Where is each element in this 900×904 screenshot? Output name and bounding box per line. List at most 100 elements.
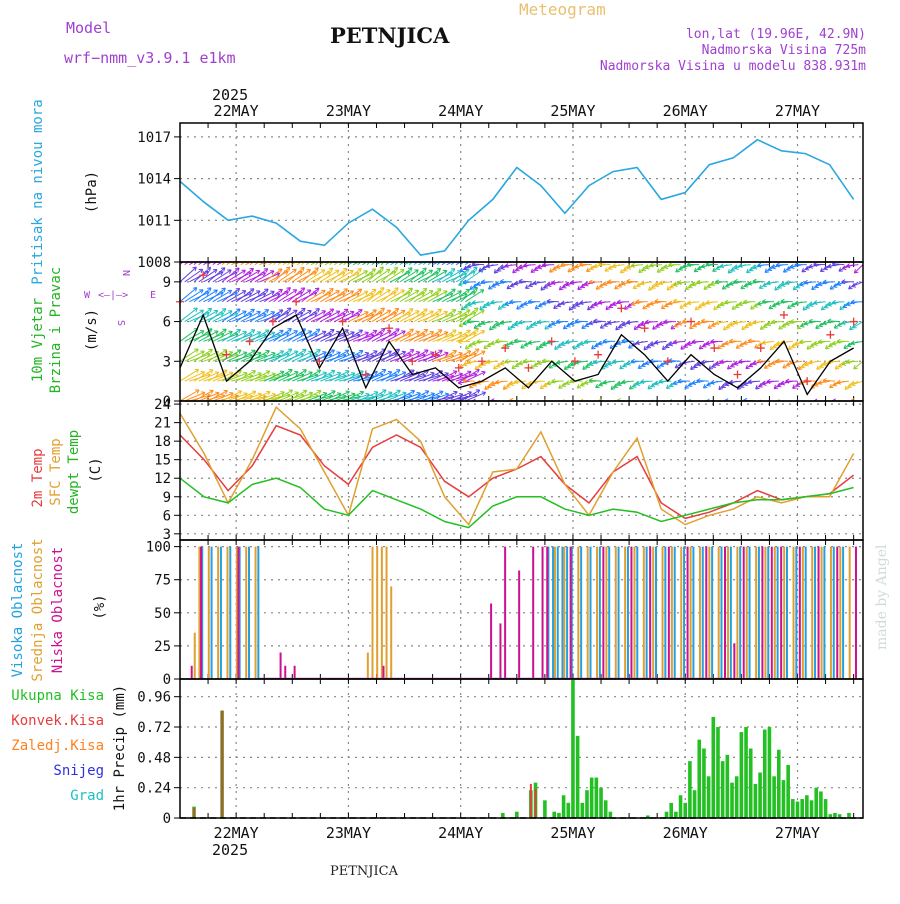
altitude-label: Nadmorska Visina 725m <box>702 43 867 58</box>
model-name: wrf−nmm_v3.9.1 e1km <box>64 49 236 67</box>
wind-ylabel-2: Brzina i Pravac <box>48 267 64 393</box>
precip-bar <box>557 813 561 818</box>
precip-bar <box>193 808 195 818</box>
precip-bar <box>796 802 800 818</box>
compass-west: W <box>84 290 91 301</box>
wind-arrowhead <box>275 255 279 259</box>
ytick-label-1: 1011 <box>137 213 171 229</box>
precip-bar <box>566 803 570 818</box>
wind-arrow <box>800 341 812 342</box>
wind-arrowhead <box>369 255 373 259</box>
precip-bar <box>552 812 556 818</box>
wind-arrowhead <box>263 251 267 255</box>
wind-gust-marker <box>548 337 556 345</box>
wind-arrowhead <box>465 251 469 255</box>
wind-arrowhead <box>457 253 461 257</box>
wind-arrowhead <box>219 254 223 258</box>
pressure-panel-border <box>180 123 863 262</box>
ytick-label-2: 50 <box>154 606 171 622</box>
wind-arrowhead <box>270 253 274 257</box>
wind-arrowhead <box>312 254 316 258</box>
ytick-label-7: 24 <box>154 397 171 413</box>
ytick-label-2: 6 <box>163 315 171 331</box>
precip-bar <box>585 790 589 818</box>
wind-arrow <box>472 264 484 265</box>
precip-bar <box>604 800 608 818</box>
wind-arrowhead <box>392 254 396 258</box>
wind-arrow <box>661 401 671 407</box>
precip-bar <box>697 740 701 818</box>
precip-legend-hail: Grad <box>70 788 104 804</box>
precip-bar <box>609 812 613 818</box>
ytick-label-4: 100 <box>146 540 171 556</box>
wind-arrow <box>626 281 638 282</box>
wind-arrowhead <box>791 401 795 405</box>
wind-arrow <box>854 265 863 273</box>
precip-bar <box>562 795 566 818</box>
day-label-bottom-3: 25MAY <box>550 824 595 842</box>
precip-bar <box>833 813 837 818</box>
wind-arrowhead <box>292 251 296 255</box>
ytick-label-2: 9 <box>163 490 171 506</box>
meteogram-label: Meteogram <box>519 0 606 19</box>
wind-arrow <box>781 301 793 302</box>
precip-bar <box>674 812 678 818</box>
panels: 1008101110141017036936912151821240255075… <box>137 123 863 827</box>
wind-arrowhead <box>624 404 628 408</box>
wind-arrowhead <box>658 405 662 409</box>
precip-bar <box>721 761 725 818</box>
precip-bar <box>758 773 762 818</box>
wind-arrow <box>706 264 718 265</box>
precip-bar <box>543 800 547 818</box>
wind-arrow <box>776 361 788 362</box>
ytick-label-1: 0.24 <box>137 781 171 797</box>
wind-arrows <box>180 249 863 409</box>
wind-arrowhead <box>498 404 502 408</box>
precip-bar <box>679 795 683 818</box>
wind-arrowhead <box>357 251 361 255</box>
wind-arrowhead <box>473 249 477 253</box>
wind-arrowhead <box>695 405 699 409</box>
day-label-bottom-1: 23MAY <box>326 824 371 842</box>
wind-arrowhead <box>198 251 202 255</box>
bottom-year-label: 2025 <box>212 841 248 859</box>
temp-line-0 <box>180 426 854 519</box>
wind-arrowhead <box>355 255 359 259</box>
precip-bar <box>810 800 814 818</box>
ytick-label-2: 0.48 <box>137 750 171 766</box>
day-label-bottom-2: 24MAY <box>438 824 483 842</box>
wind-arrowhead <box>278 251 282 255</box>
wind-arrowhead <box>450 251 454 255</box>
footer-title: PETNJICA <box>330 864 399 879</box>
day-label-top-5: 27MAY <box>775 102 820 120</box>
wind-arrow <box>456 253 475 264</box>
pressure-unit: (hPa) <box>84 171 100 213</box>
ytick-label-1: 3 <box>163 354 171 370</box>
wind-arrowhead <box>298 254 302 258</box>
cloud-panel-border <box>180 540 863 679</box>
model-label: Model <box>66 19 111 37</box>
wind-arrow <box>695 401 704 409</box>
header: Model wrf−nmm_v3.9.1 e1km PETNJICA Meteo… <box>64 0 866 74</box>
cloud-unit: (%) <box>92 594 108 619</box>
wind-arrow <box>701 321 713 322</box>
wind-arrow <box>650 265 662 266</box>
wind-arrowhead <box>326 254 330 258</box>
wind-arrowhead <box>802 405 806 409</box>
ytick-label-6: 21 <box>154 416 171 432</box>
wind-arrow <box>769 401 779 407</box>
precip-bar <box>772 776 776 818</box>
wind-arrowhead <box>385 251 389 255</box>
wind-arrow <box>486 361 498 362</box>
wind-arrowhead <box>479 251 483 255</box>
precip-bar <box>530 784 532 818</box>
wind-arrow <box>645 322 657 323</box>
wind-gust-marker <box>780 311 788 319</box>
wind-arrow <box>491 302 503 303</box>
ytick-label-3: 75 <box>154 573 171 589</box>
wind-gust-marker <box>594 351 602 359</box>
ytick-label-2: 1014 <box>137 172 171 188</box>
